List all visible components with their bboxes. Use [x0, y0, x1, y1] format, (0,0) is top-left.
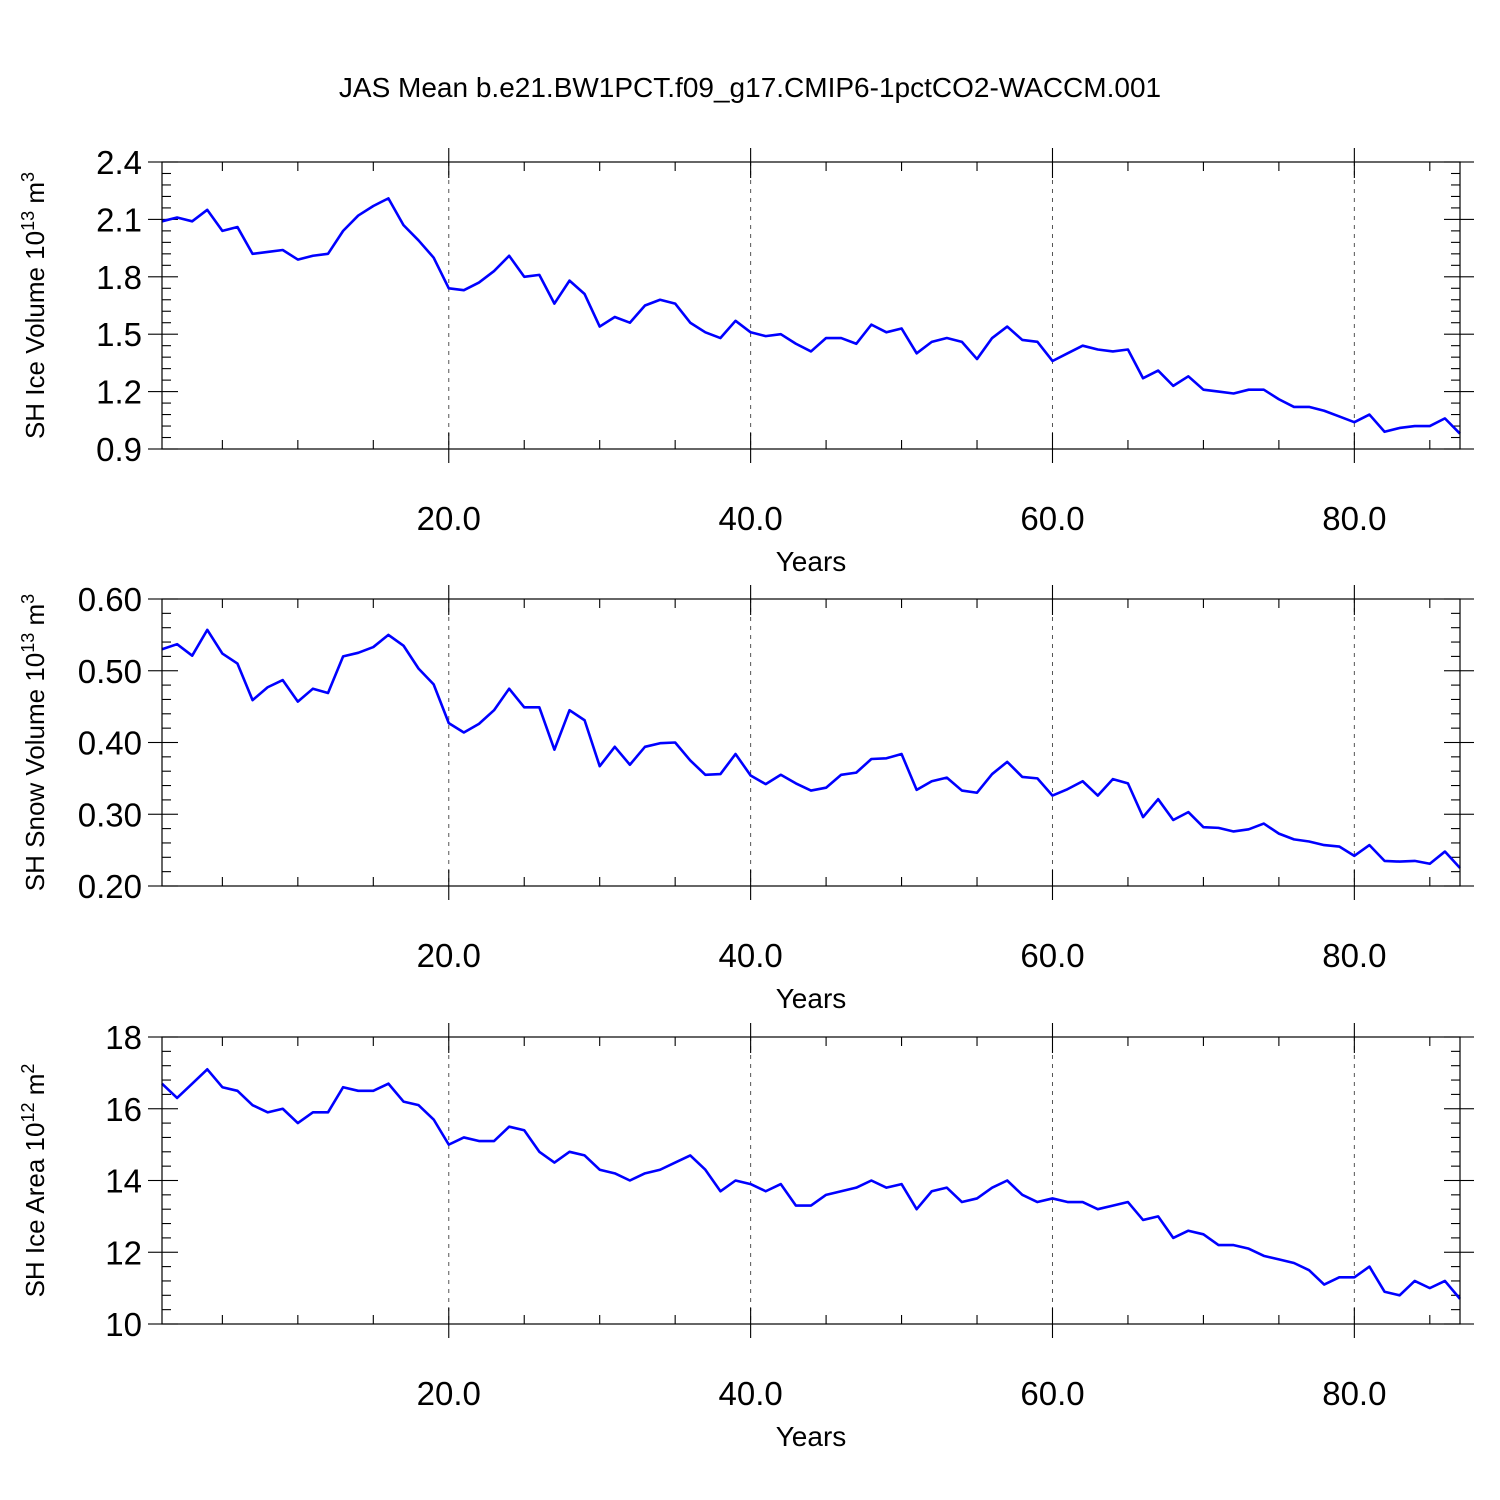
snow-volume-y-tick-label: 0.50	[78, 653, 142, 690]
ice-area-y-axis-title-text: m	[20, 1074, 50, 1103]
snow-volume-x-tick-label: 20.0	[417, 937, 481, 974]
ice-volume-x-tick-label: 80.0	[1322, 500, 1386, 537]
ice-volume-y-axis-title-exponent: 3	[18, 172, 38, 182]
snow-volume-y-axis-title-exponent: 13	[18, 633, 38, 653]
ice-volume-y-tick-label: 2.1	[96, 201, 142, 238]
ice-volume-panel: 0.9 1.2 1.5 1.8 2.1 2.4 20.0 40.0 60.0 80.0 Years S…	[18, 144, 1474, 577]
ice-volume-y-axis-title-text: SH Ice Volume 10	[20, 231, 50, 439]
ice-volume-y-tick-label: 1.2	[96, 374, 142, 411]
snow-volume-x-tick-label: 40.0	[719, 937, 783, 974]
snow-volume-plot-frame	[161, 598, 1461, 887]
snow-volume-y-axis-title: SH Snow Volume 1013 m3	[18, 594, 50, 891]
ice-volume-y-tick-label: 2.4	[96, 144, 142, 181]
ice-volume-y-axis-title: SH Ice Volume 1013 m3	[18, 172, 50, 439]
snow-volume-panel: 0.20 0.30 0.40 0.50 0.60 20.0 40.0 60.0 80.0 Year…	[18, 581, 1474, 1014]
snow-volume-y-axis-title-text: SH Snow Volume 10	[20, 653, 50, 891]
snow-volume-y-tick-label: 0.60	[78, 581, 142, 618]
snow-volume-y-tick-label: 0.30	[78, 796, 142, 833]
ice-volume-plot-frame	[161, 161, 1461, 450]
ice-area-y-tick-label: 18	[105, 1019, 142, 1056]
snow-volume-y-tick-label: 0.20	[78, 868, 142, 905]
ice-volume-x-axis-title: Years	[776, 546, 847, 577]
ice-area-y-axis-title-text: SH Ice Area 10	[20, 1123, 50, 1298]
snow-volume-x-tick-label: 60.0	[1020, 937, 1084, 974]
ice-area-x-axis-title: Years	[776, 1421, 847, 1452]
ice-volume-x-tick-label: 20.0	[417, 500, 481, 537]
snow-volume-y-tick-label: 0.40	[78, 725, 142, 762]
ice-volume-y-tick-label: 1.8	[96, 259, 142, 296]
ice-volume-y-axis-title-text: m	[20, 182, 50, 211]
ice-area-y-tick-label: 14	[105, 1163, 142, 1200]
ice-area-y-tick-label: 12	[105, 1234, 142, 1271]
ice-area-x-tick-label: 80.0	[1322, 1375, 1386, 1412]
ice-volume-y-axis-title-exponent: 13	[18, 211, 38, 231]
ice-volume-x-tick-label: 60.0	[1020, 500, 1084, 537]
snow-volume-y-axis-title-exponent: 3	[18, 594, 38, 604]
ice-area-y-axis-title-exponent: 12	[18, 1102, 38, 1122]
ice-area-y-tick-label: 10	[105, 1306, 142, 1343]
ice-area-y-axis-title-exponent: 2	[18, 1064, 38, 1074]
snow-volume-series-line	[161, 628, 1461, 869]
snow-volume-x-axis-title: Years	[776, 983, 847, 1014]
chart-title: JAS Mean b.e21.BW1PCT.f09_g17.CMIP6-1pct…	[339, 72, 1161, 103]
ice-area-y-axis-title: SH Ice Area 1012 m2	[18, 1064, 50, 1298]
ice-volume-series-line	[161, 197, 1461, 435]
ice-area-x-tick-label: 60.0	[1020, 1375, 1084, 1412]
ice-volume-x-tick-label: 40.0	[719, 500, 783, 537]
snow-volume-y-axis-title-text: m	[20, 604, 50, 633]
ice-area-y-tick-label: 16	[105, 1091, 142, 1128]
ice-area-plot-frame	[161, 1036, 1461, 1325]
ice-volume-y-tick-label: 0.9	[96, 431, 142, 468]
ice-volume-y-tick-label: 1.5	[96, 316, 142, 353]
ice-area-panel: 10 12 14 16 18 20.0 40.0 60.0 80.0 Years SH Ice Ar…	[18, 1019, 1474, 1452]
ice-area-series-line	[161, 1067, 1461, 1300]
snow-volume-x-tick-label: 80.0	[1322, 937, 1386, 974]
ice-area-x-tick-label: 20.0	[417, 1375, 481, 1412]
ice-area-x-tick-label: 40.0	[719, 1375, 783, 1412]
